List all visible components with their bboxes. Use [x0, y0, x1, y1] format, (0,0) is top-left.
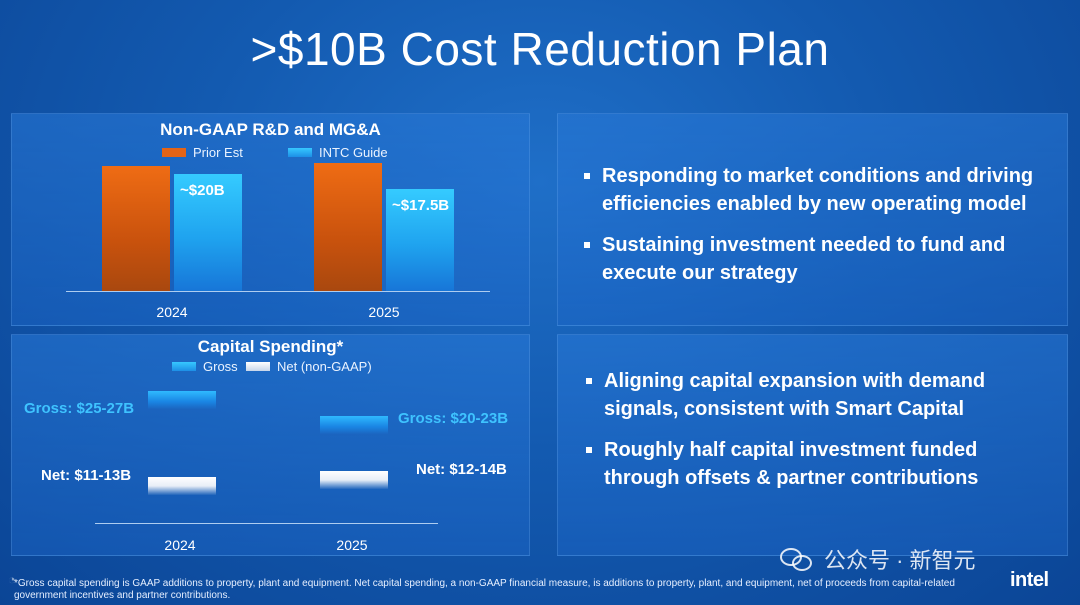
bar-net-2024 [148, 476, 216, 495]
bar-prior-est-2024 [102, 165, 170, 291]
gross-label-2024: Gross: $25-27B [24, 400, 135, 417]
legend-item-gross: Gross [172, 359, 238, 374]
legend-item-prior-est: Prior Est [162, 145, 243, 160]
legend-label: Net (non-GAAP) [277, 359, 372, 374]
bar-gross-2024 [148, 391, 216, 410]
legend-label: INTC Guide [319, 145, 388, 160]
bar-intc-guide-2025 [386, 188, 454, 291]
cost-bullets-panel: Responding to market conditions and driv… [557, 113, 1068, 326]
legend-swatch-blue [288, 148, 312, 157]
bar-prior-est-2025 [314, 162, 382, 291]
bar-intc-guide-2024 [174, 174, 242, 291]
x-axis-line [66, 291, 490, 292]
legend-swatch-white [246, 362, 270, 371]
capital-spending-chart-title: Capital Spending* [197, 337, 344, 356]
legend-item-net: Net (non-GAAP) [246, 359, 372, 374]
legend-swatch-blue [172, 362, 196, 371]
data-label-2025: ~$17.5B [392, 196, 450, 214]
tick-label-2025: 2025 [336, 537, 368, 553]
legend-label: Prior Est [193, 145, 243, 160]
rd-mga-chart-title: Non-GAAP R&D and MG&A [160, 120, 381, 139]
x-axis-line [95, 523, 438, 524]
bullet-list-opex: Responding to market conditions and driv… [584, 162, 1064, 300]
corner-watermark-icon: ◔ [8, 572, 16, 587]
net-label-2024: Net: $11-13B [41, 467, 132, 484]
bullet-list-capex: Aligning capital expansion with demand s… [586, 367, 1056, 505]
wechat-icon [780, 546, 814, 572]
bullet-item: Roughly half capital investment funded t… [586, 436, 1056, 492]
slide-title: >$10B Cost Reduction Plan [250, 23, 830, 75]
capital-spending-chart-panel: Capital Spending* Gross Net (non-GAAP) G… [11, 334, 530, 556]
bullet-item: Aligning capital expansion with demand s… [586, 367, 1056, 423]
legend-swatch-orange [162, 148, 186, 157]
bar-gross-2025 [320, 415, 388, 434]
tick-label-2024: 2024 [156, 304, 188, 320]
intel-logo: intel [1010, 569, 1049, 591]
rd-mga-chart-panel: Non-GAAP R&D and MG&A Prior Est INTC Gui… [11, 113, 530, 326]
watermark-text: 公众号 · 新智元 [824, 548, 976, 573]
tick-label-2024: 2024 [164, 537, 196, 553]
data-label-2024: ~$20B [180, 182, 225, 200]
tick-label-2025: 2025 [368, 304, 400, 320]
capex-bullets-panel: Aligning capital expansion with demand s… [557, 334, 1068, 556]
bar-net-2025 [320, 470, 388, 489]
bullet-item: Responding to market conditions and driv… [584, 162, 1064, 218]
net-label-2025: Net: $12-14B [416, 461, 507, 478]
wechat-watermark: 公众号 · 新智元 [780, 543, 976, 575]
legend-item-intc-guide: INTC Guide [288, 145, 388, 160]
bullet-item: Sustaining investment needed to fund and… [584, 231, 1064, 287]
footnote: *Gross capital spending is GAAP addition… [14, 578, 955, 601]
legend-label: Gross [203, 359, 238, 374]
gross-label-2025: Gross: $20-23B [398, 410, 509, 427]
